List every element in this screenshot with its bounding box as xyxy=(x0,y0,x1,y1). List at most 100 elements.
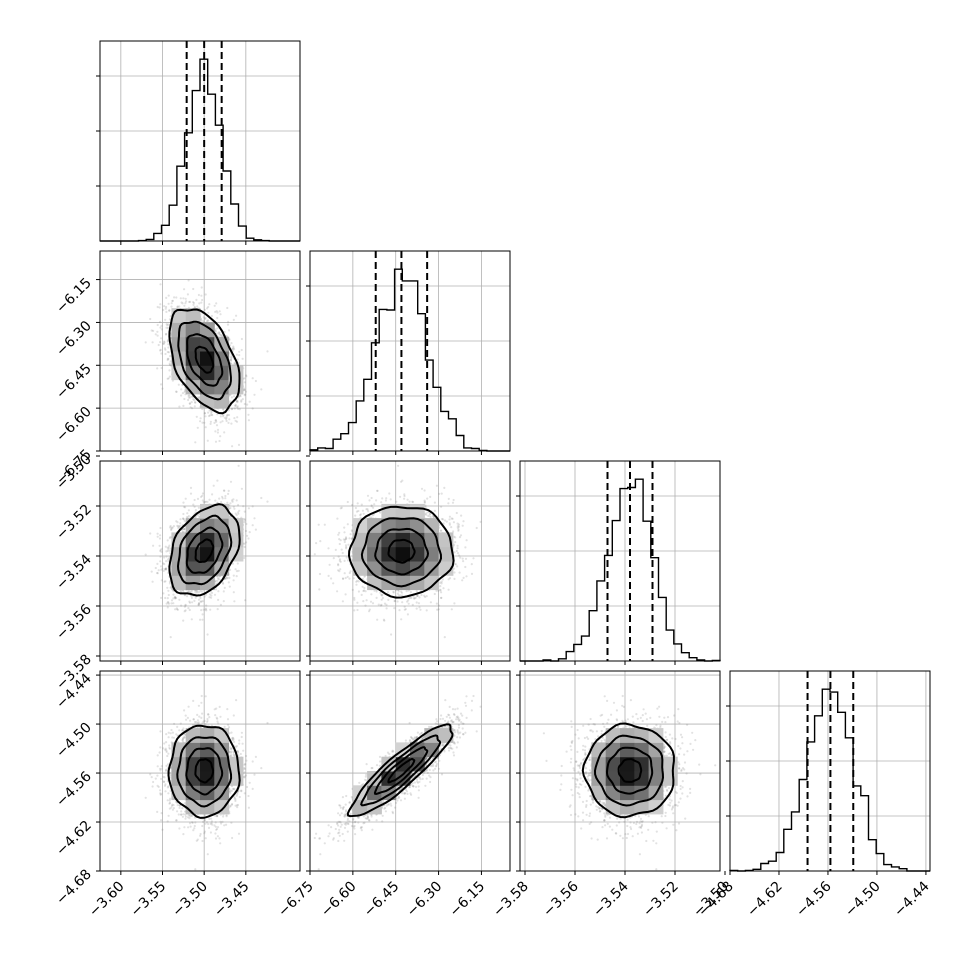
scatter-point xyxy=(183,304,186,307)
scatter-point xyxy=(187,589,190,593)
scatter-point xyxy=(168,375,171,378)
scatter-point xyxy=(233,407,236,410)
scatter-point xyxy=(233,417,236,420)
scatter-point xyxy=(178,305,181,308)
scatter-point xyxy=(163,568,167,571)
scatter-point xyxy=(230,359,233,362)
scatter-point xyxy=(167,546,170,549)
scatter-point xyxy=(230,408,233,411)
scatter-point xyxy=(159,341,162,344)
scatter-point xyxy=(156,330,159,333)
scatter-point xyxy=(241,357,244,360)
scatter-point xyxy=(171,299,174,303)
scatter-point xyxy=(177,525,180,528)
scatter-point xyxy=(233,395,236,398)
scatter-point xyxy=(201,298,204,302)
scatter-point xyxy=(184,594,187,597)
scatter-point xyxy=(222,408,225,411)
scatter-point xyxy=(222,413,225,417)
scatter-point xyxy=(208,303,211,306)
scatter-point xyxy=(163,563,166,566)
scatter-point xyxy=(201,499,204,502)
scatter-point xyxy=(159,549,162,553)
scatter-point xyxy=(168,309,171,312)
scatter-point xyxy=(204,415,207,418)
scatter-point xyxy=(200,495,203,498)
scatter-point xyxy=(176,608,179,611)
scatter-point xyxy=(169,355,172,358)
scatter-point xyxy=(151,341,154,344)
scatter-point xyxy=(185,516,188,519)
scatter-point xyxy=(219,435,222,438)
scatter-point xyxy=(224,497,227,500)
scatter-point xyxy=(228,418,231,421)
scatter-point xyxy=(186,590,189,593)
scatter-point xyxy=(236,562,239,565)
scatter-point xyxy=(214,310,217,313)
scatter-point xyxy=(221,581,224,584)
scatter-point xyxy=(231,347,234,350)
scatter-point xyxy=(208,596,211,599)
scatter-point xyxy=(223,489,226,492)
scatter-point xyxy=(232,498,235,501)
scatter-point xyxy=(166,377,169,380)
scatter-point xyxy=(188,396,192,399)
scatter-point xyxy=(216,479,219,482)
axes-frame xyxy=(99,250,301,452)
scatter-point xyxy=(194,589,197,592)
scatter-point xyxy=(159,548,162,552)
scatter-point xyxy=(178,526,181,529)
scatter-point xyxy=(235,400,238,403)
scatter-point xyxy=(200,600,203,603)
scatter-point xyxy=(184,603,187,606)
scatter-point xyxy=(229,502,232,505)
scatter-point xyxy=(182,619,185,622)
scatter-point xyxy=(216,311,219,314)
scatter-point xyxy=(160,568,163,571)
scatter-point xyxy=(216,332,219,335)
scatter-point xyxy=(204,607,208,610)
scatter-point xyxy=(238,350,241,353)
scatter-point xyxy=(228,413,231,417)
scatter-point xyxy=(215,302,218,305)
scatter-point xyxy=(162,308,165,312)
scatter-point xyxy=(176,608,179,611)
scatter-point xyxy=(156,532,159,535)
scatter-point xyxy=(234,363,237,366)
scatter-point xyxy=(187,509,190,512)
scatter-point xyxy=(170,527,173,531)
scatter-point xyxy=(203,500,206,504)
scatter-point xyxy=(165,567,168,570)
density-cell xyxy=(214,518,230,533)
scatter-point xyxy=(266,350,269,353)
scatter-point xyxy=(163,341,166,344)
scatter-point xyxy=(198,515,201,519)
scatter-point xyxy=(229,480,233,483)
density-cell xyxy=(200,351,215,366)
scatter-point xyxy=(202,316,205,319)
panel-body xyxy=(100,251,300,451)
scatter-point xyxy=(183,610,186,613)
scatter-point xyxy=(164,580,167,583)
scatter-point xyxy=(227,421,230,424)
contour-line xyxy=(168,308,241,415)
scatter-point xyxy=(247,507,250,510)
scatter-point xyxy=(251,407,254,410)
scatter-point xyxy=(234,568,237,571)
scatter-point xyxy=(174,597,177,600)
scatter-point xyxy=(211,414,214,417)
scatter-point xyxy=(214,430,217,433)
scatter-point xyxy=(199,417,202,420)
scatter-point xyxy=(169,535,172,539)
scatter-point xyxy=(214,579,217,582)
scatter-point xyxy=(160,366,163,370)
scatter-point xyxy=(159,526,162,530)
scatter-point xyxy=(230,358,233,361)
scatter-point xyxy=(227,320,230,323)
contour-line xyxy=(177,320,232,401)
scatter-point xyxy=(238,408,241,411)
scatter-point xyxy=(177,383,180,386)
scatter-point xyxy=(217,598,220,602)
scatter-point xyxy=(219,421,222,424)
scatter-point xyxy=(218,310,221,313)
